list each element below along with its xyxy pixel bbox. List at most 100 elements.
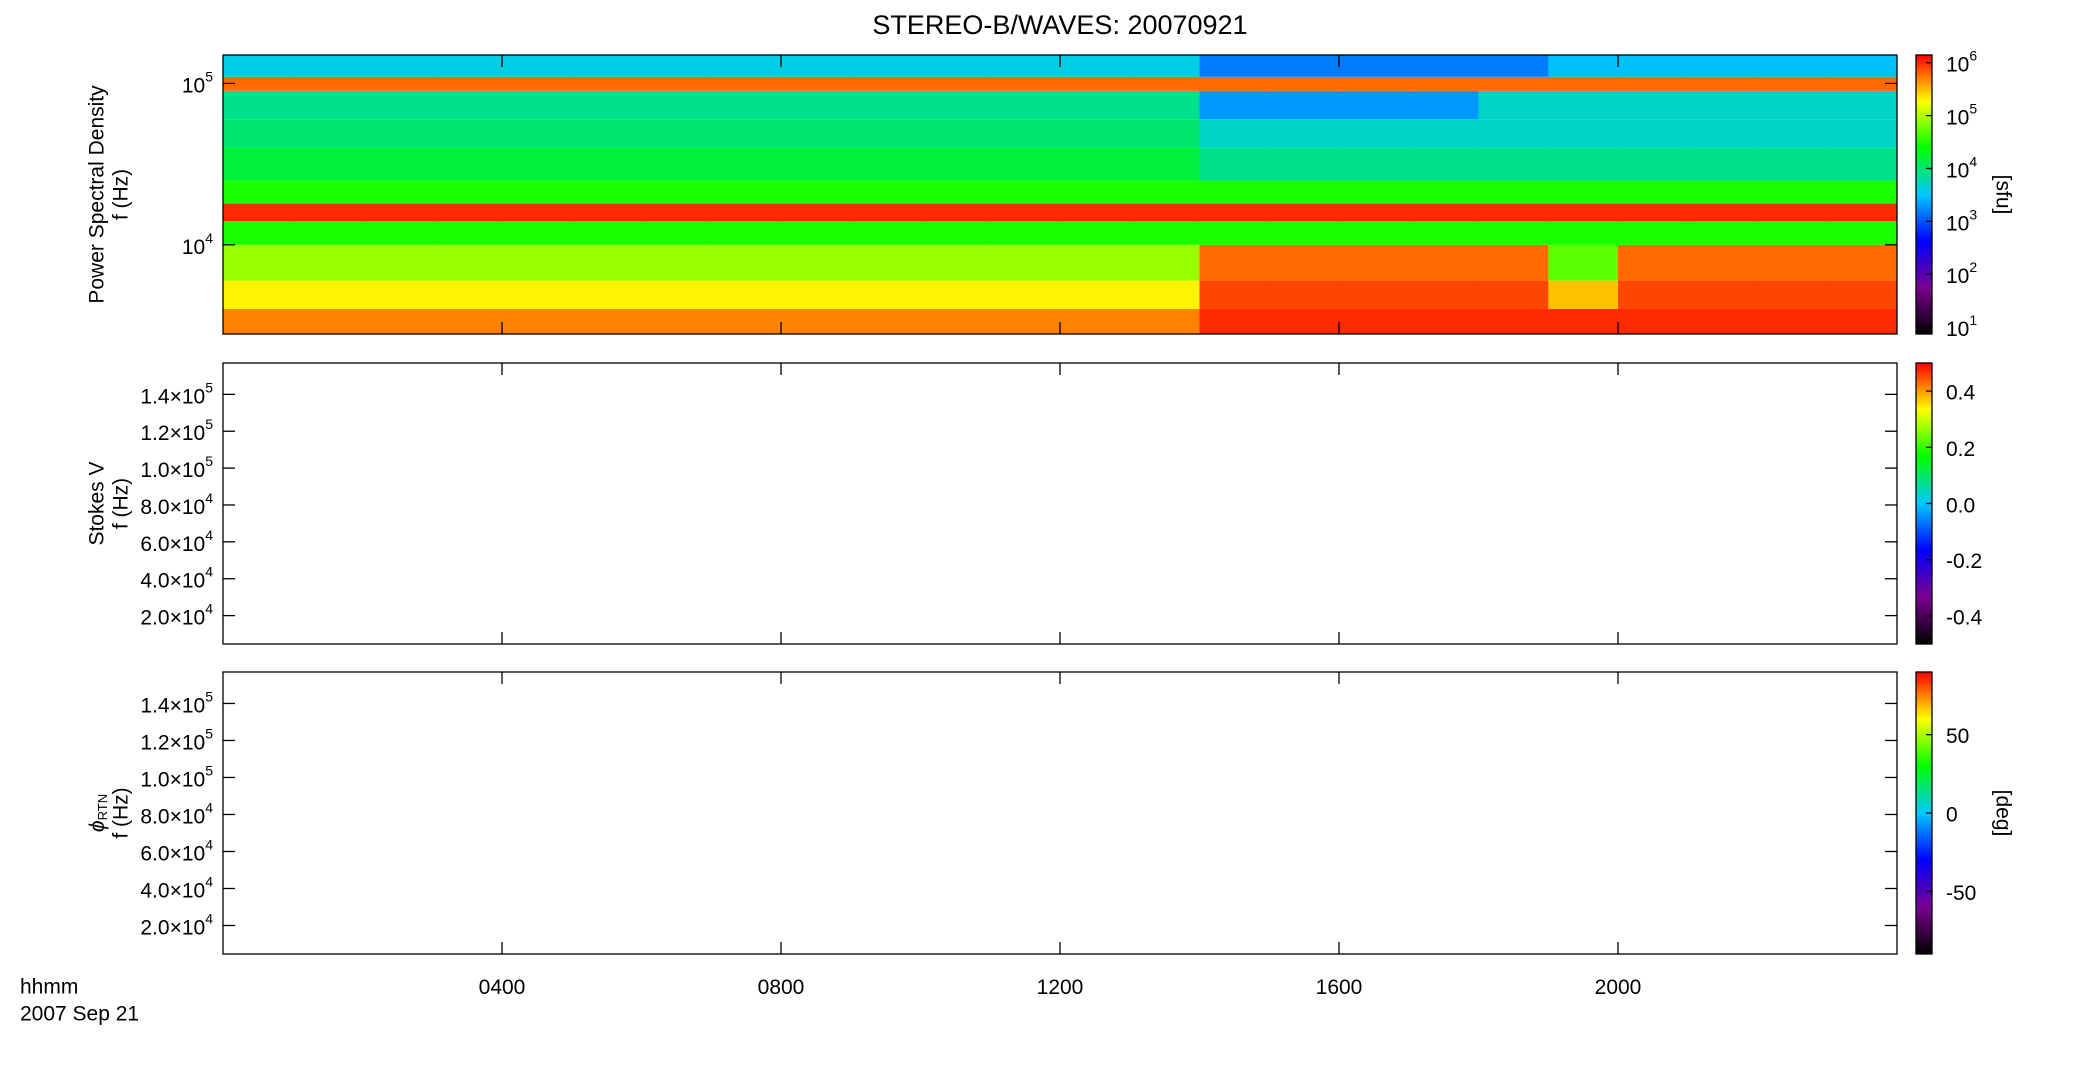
spectrogram-cell [781,280,852,310]
spectrogram-cell [1687,203,1758,222]
spectrogram-cell [1548,180,1619,204]
spectrogram-cell [292,76,363,91]
y-tick-label: 8.0×104 [140,490,213,519]
y-tick-label: 1.2×105 [140,725,213,754]
spectrogram-cell [223,309,294,334]
spectrogram-cell [502,244,573,281]
colorbar-tick-label: -0.2 [1946,550,1982,573]
y-tick-label-base: 1.2×10 [140,731,205,754]
spectrogram-cell [571,221,642,245]
spectrogram-cell [1827,280,1897,310]
spectrogram-cell [1548,244,1619,281]
spectrogram-cell [990,90,1061,120]
spectrogram-cell [850,244,921,281]
y-tick-label-exp: 4 [205,910,213,926]
spectrogram-cell [571,119,642,148]
spectrogram-cell [1339,203,1410,222]
spectrogram-cell [502,76,573,91]
spectrogram-cell [990,180,1061,204]
spectrogram-cell [1269,119,1340,148]
spectrogram-cell [1060,76,1131,91]
spectrogram-cell [990,76,1061,91]
spectrogram-cell [1548,147,1619,181]
y-axis-label-symbol: ϕ [86,820,109,832]
spectrogram-cell [641,90,712,120]
spectrogram-cell [920,180,991,204]
spectrogram-cell [1687,147,1758,181]
spectrogram-cell [1339,280,1410,310]
spectrogram-cell [1548,90,1619,120]
spectrogram-cell [1339,90,1410,120]
spectrogram-cell [711,221,782,245]
spectrogram-cell [223,221,294,245]
spectrogram-cell [432,221,503,245]
y-tick-label-exp: 5 [205,688,213,704]
spectrogram-cell [781,180,852,204]
spectrogram-cell [1060,280,1131,310]
spectrogram-cell [920,90,991,120]
spectrogram-cell [1757,203,1828,222]
spectrogram-cell [1478,147,1549,181]
spectrogram-cell [1269,90,1340,120]
spectrogram-cell [1060,309,1131,334]
spectrogram-cell [362,221,433,245]
spectrogram-cell [1269,147,1340,181]
colorbar-tick-label-base: 10 [1946,265,1969,288]
y-tick-label-exp: 4 [205,836,213,852]
colorbar-tick-label-base: 10 [1946,159,1969,182]
spectrogram-cell [1687,55,1758,77]
spectrogram-cell [920,55,991,77]
y-tick-label: 104 [182,229,213,258]
spectrogram-cell [1408,180,1479,204]
spectrogram-cell [1408,203,1479,222]
spectrogram-cell [641,76,712,91]
spectrogram-cell [292,90,363,120]
spectrogram-cell [502,309,573,334]
y-tick-label: 2.0×104 [140,910,213,939]
spectrogram-cell [1757,55,1828,77]
spectrogram-cell [920,147,991,181]
spectrogram-cell [223,244,294,281]
spectrogram-cell [502,180,573,204]
spectrogram-cell [850,280,921,310]
spectrogram-cell [362,280,433,310]
spectrogram-cell [1618,119,1689,148]
spectrogram-cell [432,90,503,120]
spectrogram-cell [850,180,921,204]
spectrogram-cell [1548,221,1619,245]
spectrogram-cell [223,203,294,222]
spectrogram-cell [1757,147,1828,181]
y-tick-label-base: 1.0×10 [140,768,205,791]
spectrogram-cell [1339,119,1410,148]
spectrogram-cell [571,309,642,334]
y-axis-label: ϕRTN [86,794,111,832]
spectrogram-cell [502,280,573,310]
spectrogram-cell [641,119,712,148]
spectrogram-cell [850,203,921,222]
spectrogram-cell [1129,147,1200,181]
y-tick-label-base: 6.0×10 [140,532,205,555]
spectrogram-cell [1687,244,1758,281]
spectrogram-cell [432,147,503,181]
spectrogram-cell [1269,309,1340,334]
spectrogram-cell [1339,55,1410,77]
spectrogram-cell [1060,203,1131,222]
y-tick-label: 1.4×105 [140,379,213,408]
colorbar-label: [sfu] [1991,175,2014,215]
spectrogram-cell [1269,76,1340,91]
y-tick-label-base: 4.0×10 [140,569,205,592]
spectrogram-cell [1548,309,1619,334]
spectrogram-cell [1827,119,1897,148]
spectrogram-cell [1478,180,1549,204]
spectrogram-cell [781,221,852,245]
spectrogram-cell [1129,90,1200,120]
spectrogram-cell [502,55,573,77]
x-tick-label: 1200 [1037,976,1084,999]
colorbar-tick-label-exp: 5 [1969,100,1977,116]
spectrogram-cell [432,180,503,204]
spectrogram-cell [432,55,503,77]
spectrogram-cell [711,244,782,281]
spectrogram-cell [711,309,782,334]
spectrogram-cell [432,280,503,310]
spectrogram-cell [1687,309,1758,334]
